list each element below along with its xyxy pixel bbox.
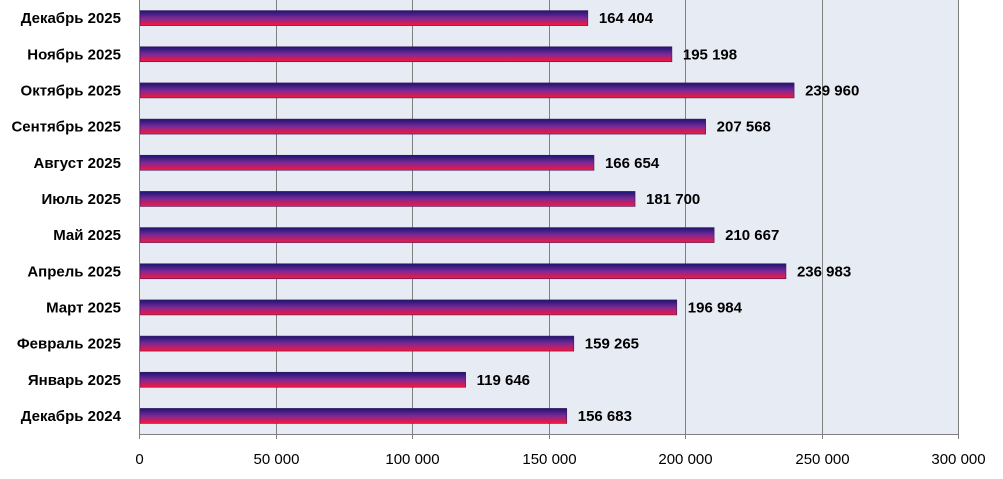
category-label: Октябрь 2025 bbox=[21, 82, 121, 99]
data-label: 166 654 bbox=[605, 155, 660, 172]
data-label: 181 700 bbox=[646, 191, 700, 208]
category-label: Август 2025 bbox=[34, 155, 122, 172]
x-tick-label: 300 000 bbox=[931, 451, 985, 468]
data-label: 239 960 bbox=[805, 82, 859, 99]
bar[interactable] bbox=[139, 82, 795, 99]
bar[interactable] bbox=[139, 335, 575, 352]
data-label: 119 646 bbox=[477, 372, 530, 389]
data-label: 195 198 bbox=[683, 46, 737, 63]
data-label: 156 683 bbox=[578, 408, 632, 425]
x-tick-label: 50 000 bbox=[254, 451, 300, 468]
data-label: 164 404 bbox=[599, 10, 654, 27]
bar[interactable] bbox=[139, 154, 595, 171]
bar[interactable] bbox=[139, 10, 589, 26]
bar[interactable] bbox=[139, 299, 678, 316]
category-label: Январь 2025 bbox=[28, 372, 121, 389]
x-tick-label: 100 000 bbox=[385, 451, 439, 468]
bar[interactable] bbox=[139, 227, 715, 243]
data-label: 196 984 bbox=[688, 299, 743, 316]
x-tick-label: 200 000 bbox=[658, 451, 712, 468]
category-label: Декабрь 2024 bbox=[21, 408, 122, 425]
plot-area bbox=[139, 0, 958, 434]
category-label: Апрель 2025 bbox=[27, 263, 121, 280]
category-label: Июль 2025 bbox=[41, 191, 121, 208]
bar[interactable] bbox=[139, 408, 568, 424]
category-label: Май 2025 bbox=[53, 227, 121, 244]
x-tick-label: 150 000 bbox=[522, 451, 576, 468]
data-label: 159 265 bbox=[585, 336, 639, 353]
data-label: 236 983 bbox=[797, 263, 851, 280]
bar[interactable] bbox=[139, 118, 706, 135]
bar[interactable] bbox=[139, 191, 636, 207]
category-label: Февраль 2025 bbox=[17, 336, 121, 353]
category-label: Сентябрь 2025 bbox=[11, 119, 121, 136]
bar[interactable] bbox=[139, 263, 787, 280]
bar[interactable] bbox=[139, 371, 466, 388]
bar[interactable] bbox=[139, 46, 673, 63]
category-label: Март 2025 bbox=[46, 299, 121, 316]
data-label: 207 568 bbox=[717, 119, 771, 136]
x-tick-label: 250 000 bbox=[795, 451, 849, 468]
category-label: Декабрь 2025 bbox=[21, 10, 121, 27]
data-label: 210 667 bbox=[725, 227, 779, 244]
category-label: Ноябрь 2025 bbox=[27, 46, 121, 63]
x-tick-label: 0 bbox=[135, 451, 143, 468]
